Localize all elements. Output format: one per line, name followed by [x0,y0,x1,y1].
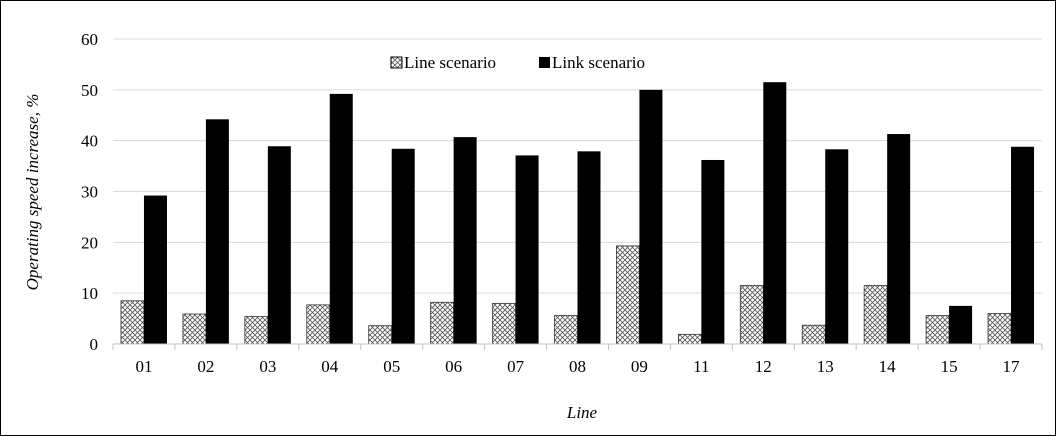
bar-line-scenario-13 [801,324,826,345]
x-tick-label: 13 [817,357,834,376]
bar-line-scenario-06 [430,301,455,345]
bar-line-scenario-17 [987,313,1012,345]
bar-link-scenario-12 [763,82,787,344]
x-tick-label: 11 [693,357,709,376]
y-tick-label: 40 [81,132,98,151]
y-axis-title: Operating speed increase, % [23,94,42,291]
legend-item-link-scenario: Link scenario [539,53,645,72]
legend-swatch-line-scenario [390,56,403,69]
bar-line-scenario-02 [182,313,207,345]
x-tick-label: 01 [135,357,152,376]
x-tick-label: 07 [507,357,525,376]
x-tick-label: 12 [755,357,772,376]
bars [120,82,1035,345]
x-tick-label: 17 [1003,357,1021,376]
bar-line-scenario-05 [368,325,393,345]
bar-link-scenario-11 [701,159,725,344]
x-tick-label: 14 [879,357,897,376]
bar-line-scenario-11 [677,333,702,345]
x-axis-ticks: 01 02 03 04 05 06 07 08 09 11 12 13 14 15 17 [135,357,1020,376]
bar-line-scenario-03 [244,316,269,345]
legend-item-line-scenario: Line scenario [390,53,496,72]
legend-label-line-scenario: Line scenario [404,53,496,72]
y-tick-label: 0 [90,335,99,354]
x-axis-title: Line [566,403,598,422]
bar-link-scenario-02 [205,119,229,344]
y-tick-label: 10 [81,284,98,303]
x-tick-label: 05 [383,357,400,376]
bar-link-scenario-13 [825,149,849,344]
x-tick-label: 08 [569,357,586,376]
y-tick-label: 30 [81,183,98,202]
y-tick-label: 20 [81,233,98,252]
bar-line-scenario-04 [306,304,331,345]
bar-link-scenario-03 [267,146,291,344]
bar-link-scenario-08 [577,151,601,344]
x-tick-label: 15 [941,357,958,376]
x-tick-label: 09 [631,357,648,376]
y-axis-ticks: 0 10 20 30 40 50 60 [81,30,98,354]
bar-link-scenario-06 [453,137,477,344]
bar-link-scenario-09 [639,89,663,344]
bar-line-scenario-07 [492,302,516,345]
legend-swatch-link-scenario [539,57,550,68]
bar-line-scenario-01 [120,300,145,345]
legend-label-link-scenario: Link scenario [552,53,645,72]
bar-line-scenario-09 [616,245,640,345]
bar-link-scenario-01 [143,195,167,344]
y-tick-label: 60 [81,30,98,49]
x-tick-label: 03 [259,357,276,376]
bar-link-scenario-07 [515,155,539,344]
bar-link-scenario-04 [329,93,353,345]
x-tick-label: 02 [197,357,214,376]
bar-line-scenario-08 [554,315,578,345]
bar-link-scenario-17 [1011,146,1035,344]
bar-line-scenario-12 [739,285,764,345]
legend: Line scenario Link scenario [390,53,645,72]
bar-line-scenario-14 [863,285,888,345]
x-axis [112,343,1043,350]
bar-link-scenario-05 [391,148,415,344]
x-tick-label: 06 [445,357,462,376]
bar-link-scenario-15 [949,305,973,344]
x-tick-label: 04 [321,357,339,376]
bar-line-scenario-15 [925,315,950,345]
bar-link-scenario-14 [887,134,911,344]
y-tick-label: 50 [81,81,98,100]
